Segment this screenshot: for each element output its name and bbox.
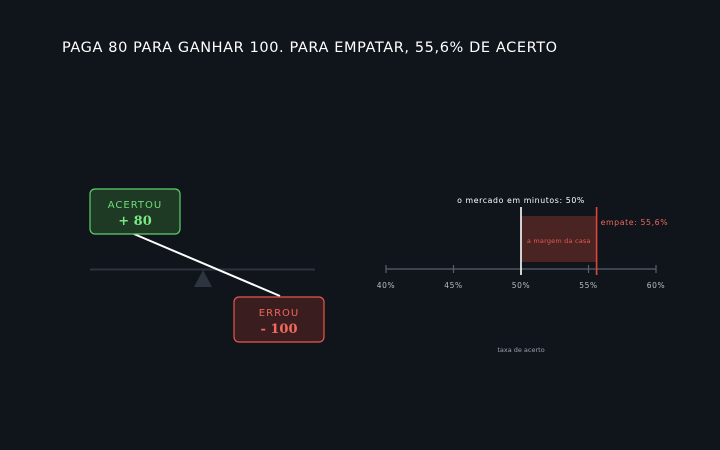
loss-box-value: - 100 [260,322,297,337]
x-tick-label: 60% [647,281,665,290]
hit-rate-chart: a margem da casa 40% 45% 50% 55% 60% o merca… [377,196,668,354]
win-box-value: + 80 [118,214,152,229]
x-tick-label: 55% [579,281,597,290]
margin-band [521,216,597,262]
seesaw: ACERTOU + 80 ERROU - 100 [89,188,325,343]
win-box-label: ACERTOU [108,200,163,211]
x-axis-title: taxa de acerto [497,346,544,354]
seesaw-beam [133,233,281,297]
win-box: ACERTOU + 80 [89,188,181,235]
breakeven-label: empate: 55,6% [601,218,669,227]
x-tick-label: 45% [444,281,462,290]
seesaw-fulcrum [194,270,212,287]
margin-label: a margem da casa [527,237,591,245]
page-title: PAGA 80 PARA GANHAR 100. PARA EMPATAR, 5… [62,40,558,56]
x-tick-label: 50% [512,281,530,290]
loss-box: ERROU - 100 [233,296,325,343]
market-label: o mercado em minutos: 50% [457,196,585,205]
loss-box-label: ERROU [259,308,299,319]
x-tick-label: 40% [377,281,395,290]
